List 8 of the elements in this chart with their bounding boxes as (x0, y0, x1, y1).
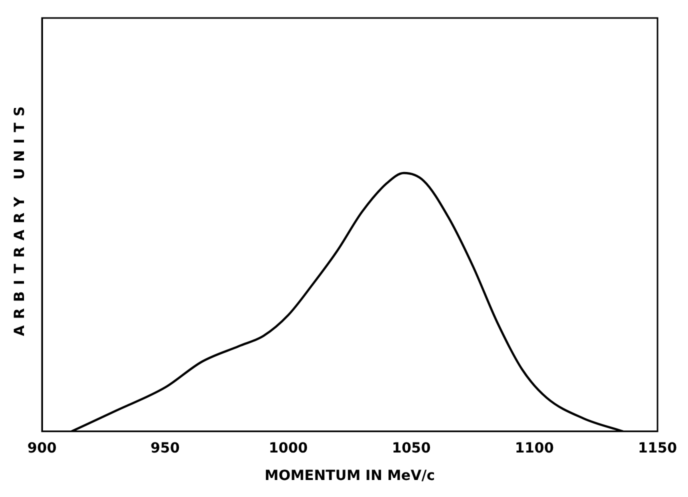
x-tick-label: 1100 (514, 440, 554, 456)
x-tick-label: 1000 (268, 440, 308, 456)
x-tick-label: 900 (27, 440, 57, 456)
y-axis-title: ARBITRARY UNITS (12, 100, 28, 336)
x-tick-label: 1150 (638, 440, 678, 456)
x-tick-label: 1050 (392, 440, 432, 456)
x-axis-title: MOMENTUM IN MeV/c (264, 468, 435, 484)
x-tick-label: 950 (150, 440, 180, 456)
